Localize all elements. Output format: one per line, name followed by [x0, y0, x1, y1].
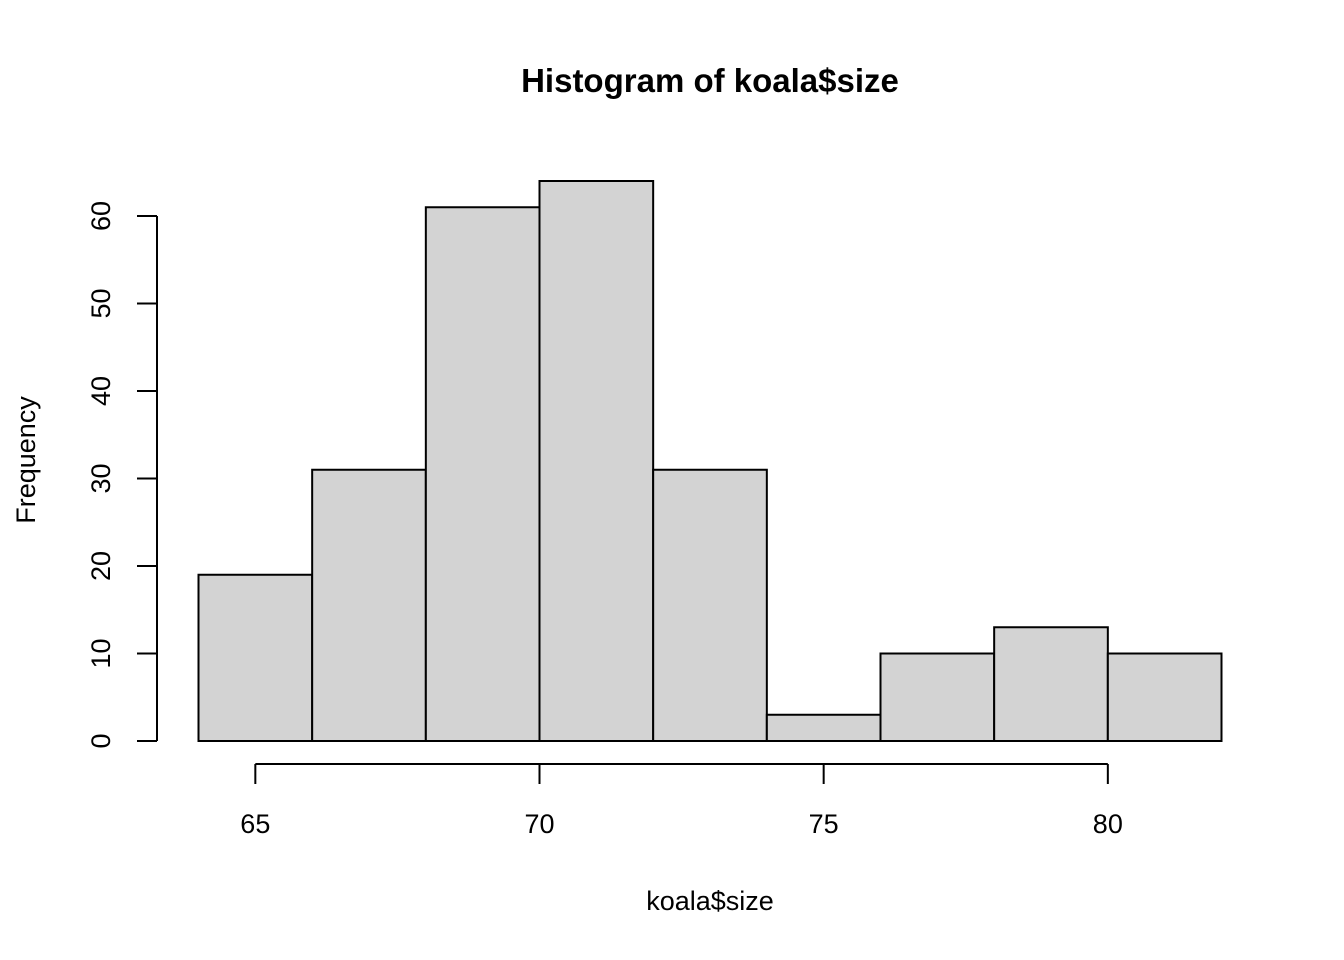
x-tick-label-65: 65 [240, 809, 270, 839]
y-tick-label-60: 60 [86, 201, 116, 231]
y-tick-label-40: 40 [86, 376, 116, 406]
histogram-bar-4 [538, 180, 655, 742]
histogram-bar-2 [311, 468, 427, 742]
y-axis-title: Frequency [11, 396, 41, 524]
y-tick-label-10: 10 [86, 638, 116, 668]
x-tick-label-70: 70 [524, 809, 554, 839]
histogram-bar-6 [765, 713, 882, 742]
y-tick-label-30: 30 [86, 463, 116, 493]
bars-group [197, 180, 1223, 742]
x-axis-title: koala$size [646, 886, 774, 916]
x-tick-label-75: 75 [809, 809, 839, 839]
x-axis: 65 70 75 80 [240, 763, 1123, 839]
histogram-bar-8 [993, 626, 1109, 742]
chart-title: Histogram of koala$size [521, 62, 899, 99]
histogram-bar-1 [197, 573, 314, 742]
histogram-bar-3 [424, 206, 541, 742]
y-axis: 0 10 20 30 40 50 60 [86, 201, 158, 749]
histogram-bar-5 [652, 468, 768, 742]
y-tick-label-20: 20 [86, 551, 116, 581]
y-tick-label-50: 50 [86, 288, 116, 318]
y-tick-label-0: 0 [86, 733, 116, 748]
x-tick-label-80: 80 [1093, 809, 1123, 839]
histogram-bar-7 [879, 652, 996, 742]
histogram-bar-9 [1106, 652, 1223, 742]
